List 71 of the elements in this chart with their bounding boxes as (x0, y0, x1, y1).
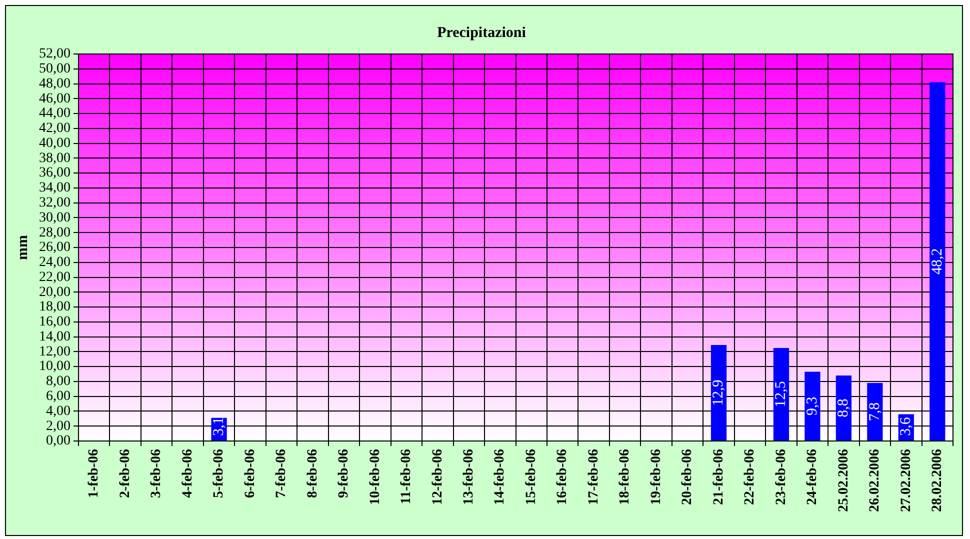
data-label: 12,9 (710, 380, 727, 406)
y-tick-label: 22,00 (39, 270, 70, 285)
y-tick-label: 2,00 (46, 418, 70, 434)
data-label: 48,2 (929, 248, 946, 275)
y-tick-label: 32,00 (39, 196, 70, 211)
y-tick-label: 6,00 (46, 389, 70, 404)
x-tick-label: 23-feb-06 (774, 449, 789, 505)
x-tick-label: 24-feb-06 (805, 449, 820, 505)
bar (930, 82, 946, 440)
x-tick-label: 20-feb-06 (680, 449, 696, 505)
x-tick-label: 19-feb-06 (648, 449, 664, 505)
x-tick-label: 27.02.2006 (898, 449, 914, 512)
data-label: 12,5 (773, 381, 790, 408)
y-tick-label: 12,00 (39, 344, 70, 360)
x-tick-label: 4-feb-06 (180, 449, 196, 498)
data-label: 7,8 (866, 402, 883, 422)
y-tick-label: 28,00 (39, 225, 70, 240)
y-tick-label: 10,00 (39, 359, 70, 374)
bar (836, 376, 852, 440)
y-tick-label: 40,00 (39, 136, 70, 151)
y-tick-label: 46,00 (39, 91, 70, 106)
x-tick-label: 13-feb-06 (462, 449, 477, 505)
y-tick-label: 38,00 (39, 150, 70, 166)
bar (773, 348, 790, 440)
x-tick-label: 7-feb-06 (274, 449, 290, 498)
y-tick-label: 0,00 (46, 434, 70, 449)
x-tick-label: 9-feb-06 (336, 449, 352, 498)
y-tick-label: 50,00 (39, 62, 70, 77)
x-tick-label: 8-feb-06 (305, 449, 320, 498)
x-tick-label: 28.02.2006 (930, 449, 945, 512)
y-tick-label: 24,00 (39, 255, 70, 270)
y-tick-label: 16,00 (39, 314, 70, 330)
x-tick-label: 21-feb-06 (711, 449, 726, 505)
x-tick-label: 5-feb-06 (212, 449, 227, 498)
y-tick-label: 26,00 (39, 240, 70, 256)
y-tick-label: 42,00 (39, 121, 70, 136)
data-label: 8,8 (836, 398, 852, 418)
bar (804, 372, 820, 440)
x-tick-label: 10-feb-06 (368, 449, 383, 505)
y-tick-label: 52,00 (39, 46, 70, 62)
x-tick-label: 12-feb-06 (430, 449, 446, 505)
y-tick-label: 44,00 (39, 106, 70, 122)
y-tick-label: 4,00 (46, 404, 70, 419)
x-tick-label: 22-feb-06 (742, 449, 758, 505)
x-tick-label: 3-feb-06 (149, 449, 164, 498)
y-tick-label: 34,00 (39, 180, 70, 196)
y-tick-label: 30,00 (39, 210, 70, 226)
data-label: 9,3 (804, 396, 820, 416)
data-label: 3,6 (898, 416, 914, 436)
y-tick-label: 36,00 (39, 166, 70, 181)
x-tick-label: 26.02.2006 (868, 449, 883, 512)
bar (867, 382, 883, 440)
x-tick-label: 16-feb-06 (555, 449, 570, 505)
y-tick-label: 20,00 (39, 284, 70, 300)
x-tick-label: 25.02.2006 (836, 449, 852, 512)
x-tick-label: 11-feb-06 (399, 449, 414, 504)
x-tick-label: 1-feb-06 (86, 449, 102, 498)
x-tick-label: 17-feb-06 (586, 449, 602, 505)
bar (710, 344, 727, 440)
y-tick-label: 14,00 (39, 329, 70, 344)
chart-title: Precipitazioni (437, 24, 526, 41)
data-label: 3,1 (210, 417, 227, 436)
x-tick-label: 2-feb-06 (118, 449, 133, 498)
y-tick-label: 48,00 (39, 76, 70, 92)
y-tick-label: 8,00 (46, 374, 70, 390)
x-tick-label: 15-feb-06 (524, 449, 539, 505)
x-tick-label: 6-feb-06 (242, 449, 258, 498)
y-tick-label: 18,00 (39, 300, 70, 315)
x-tick-label: 18-feb-06 (618, 449, 633, 505)
y-axis-title: mm (14, 234, 31, 260)
x-tick-label: 14-feb-06 (492, 449, 508, 505)
